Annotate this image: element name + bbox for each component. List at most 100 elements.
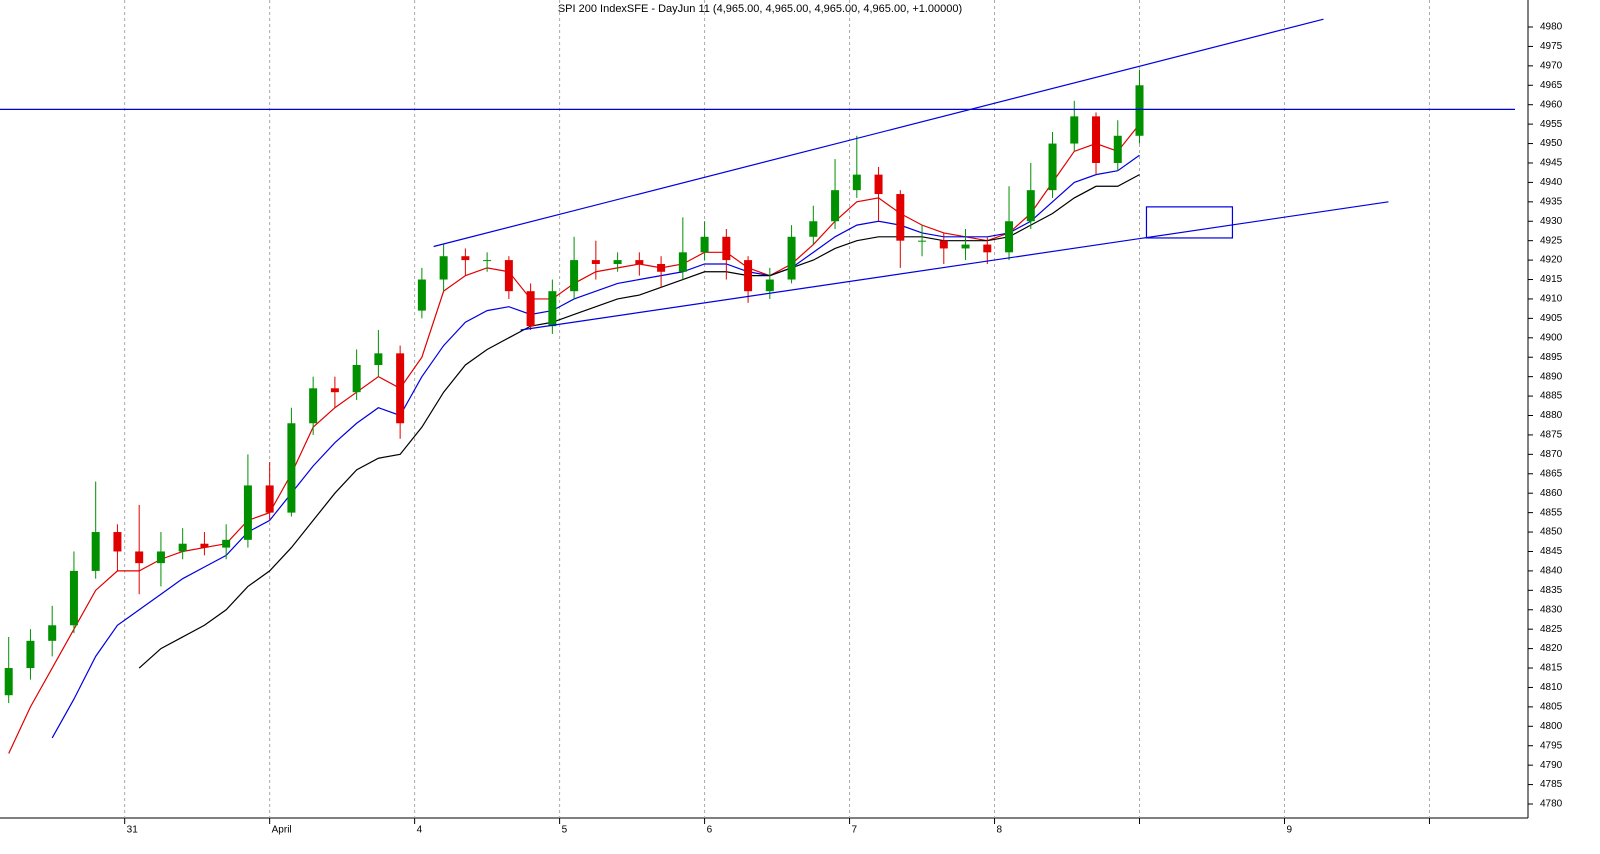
x-tick-label: 31	[127, 825, 139, 836]
candle-body	[635, 260, 644, 264]
trendline	[433, 18, 1324, 248]
y-tick-label: 4905	[1540, 313, 1563, 324]
y-tick-label: 4815	[1540, 663, 1563, 674]
candle-body	[504, 260, 513, 292]
chart-title: SPI 200 IndexSFE - DayJun 11 (4,965.00, …	[558, 3, 962, 15]
y-tick-label: 4970	[1540, 60, 1563, 71]
y-tick-label: 4830	[1540, 604, 1563, 615]
candle-body	[1113, 135, 1122, 163]
candle-body	[396, 353, 405, 424]
candle-body	[178, 543, 187, 552]
candle-body	[439, 256, 448, 280]
candle-body	[135, 551, 144, 564]
x-tick-label: April	[272, 825, 292, 836]
candle-body	[69, 570, 78, 626]
y-tick-label: 4780	[1540, 799, 1563, 810]
candle-body	[700, 236, 709, 253]
trendline	[520, 201, 1389, 331]
y-tick-label: 4850	[1540, 527, 1563, 538]
candle-body	[91, 532, 100, 571]
y-tick-label: 4785	[1540, 779, 1563, 790]
y-tick-label: 4805	[1540, 702, 1563, 713]
candle-body	[113, 532, 122, 552]
x-tick-label: 5	[562, 825, 568, 836]
y-tick-label: 4960	[1540, 99, 1563, 110]
x-tick-label: 4	[417, 825, 423, 836]
y-tick-label: 4975	[1540, 41, 1563, 52]
y-tick-label: 4910	[1540, 294, 1563, 305]
candle-body	[613, 260, 622, 264]
y-tick-label: 4825	[1540, 624, 1563, 635]
y-tick-label: 4930	[1540, 216, 1563, 227]
candle-body	[309, 388, 318, 424]
candle-body	[352, 364, 361, 393]
candle-body	[1026, 190, 1035, 222]
y-tick-label: 4940	[1540, 177, 1563, 188]
y-tick-label: 4895	[1540, 352, 1563, 363]
candle-body	[722, 236, 731, 261]
candle-body	[1048, 143, 1057, 191]
candle-body	[939, 240, 948, 249]
candle-body	[330, 388, 339, 393]
candle-body	[961, 244, 970, 249]
x-tick-label: 6	[707, 825, 713, 836]
candle-body	[744, 260, 753, 292]
candle-body	[243, 485, 252, 540]
y-tick-label: 4890	[1540, 371, 1563, 382]
y-tick-label: 4870	[1540, 449, 1563, 460]
candle-body	[1135, 85, 1144, 136]
candle-body	[657, 263, 666, 272]
candle-body	[417, 279, 426, 311]
y-tick-label: 4965	[1540, 80, 1563, 91]
candle-body	[200, 543, 209, 548]
target-box	[1145, 206, 1234, 239]
moving-average	[51, 154, 1140, 739]
y-tick-label: 4795	[1540, 740, 1563, 751]
y-tick-label: 4925	[1540, 235, 1563, 246]
candle-body	[570, 260, 579, 292]
candle-body	[461, 256, 470, 261]
candle-body	[26, 640, 35, 669]
candle-body	[678, 252, 687, 272]
y-tick-label: 4885	[1540, 391, 1563, 402]
y-tick-label: 4800	[1540, 721, 1563, 732]
y-tick-label: 4920	[1540, 255, 1563, 266]
candle-body	[1070, 116, 1079, 144]
y-tick-label: 4950	[1540, 138, 1563, 149]
candle-body	[156, 551, 165, 564]
y-tick-label: 4875	[1540, 430, 1563, 441]
candle-body	[1092, 116, 1101, 163]
y-tick-label: 4880	[1540, 410, 1563, 421]
x-tick-label: 7	[852, 825, 858, 836]
candle-body	[896, 194, 905, 241]
candle-body	[374, 353, 383, 365]
moving-average	[138, 174, 1140, 669]
candle-body	[874, 174, 883, 195]
y-tick-label: 4915	[1540, 274, 1563, 285]
y-tick-label: 4835	[1540, 585, 1563, 596]
y-tick-label: 4840	[1540, 566, 1563, 577]
candle-body	[852, 174, 861, 191]
x-tick-label: 8	[997, 825, 1003, 836]
candle-body	[548, 291, 557, 327]
x-tick-label: 9	[1286, 825, 1292, 836]
y-tick-label: 4790	[1540, 760, 1563, 771]
y-tick-label: 4845	[1540, 546, 1563, 557]
candle-body	[918, 240, 927, 242]
y-tick-label: 4980	[1540, 22, 1563, 33]
candle-body	[1005, 221, 1014, 253]
candle-body	[483, 260, 492, 262]
candle-body	[4, 668, 13, 696]
candle-body	[222, 539, 231, 548]
y-tick-label: 4820	[1540, 643, 1563, 654]
y-tick-label: 4865	[1540, 468, 1563, 479]
candle-body	[831, 190, 840, 222]
candle-body	[809, 221, 818, 237]
y-tick-label: 4945	[1540, 158, 1563, 169]
y-tick-label: 4810	[1540, 682, 1563, 693]
candle-body	[265, 485, 274, 513]
y-tick-label: 4955	[1540, 119, 1563, 130]
